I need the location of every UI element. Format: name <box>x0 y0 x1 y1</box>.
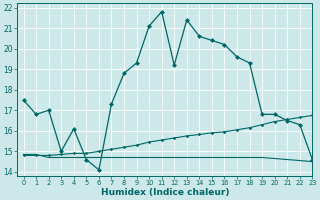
X-axis label: Humidex (Indice chaleur): Humidex (Indice chaleur) <box>100 188 229 197</box>
